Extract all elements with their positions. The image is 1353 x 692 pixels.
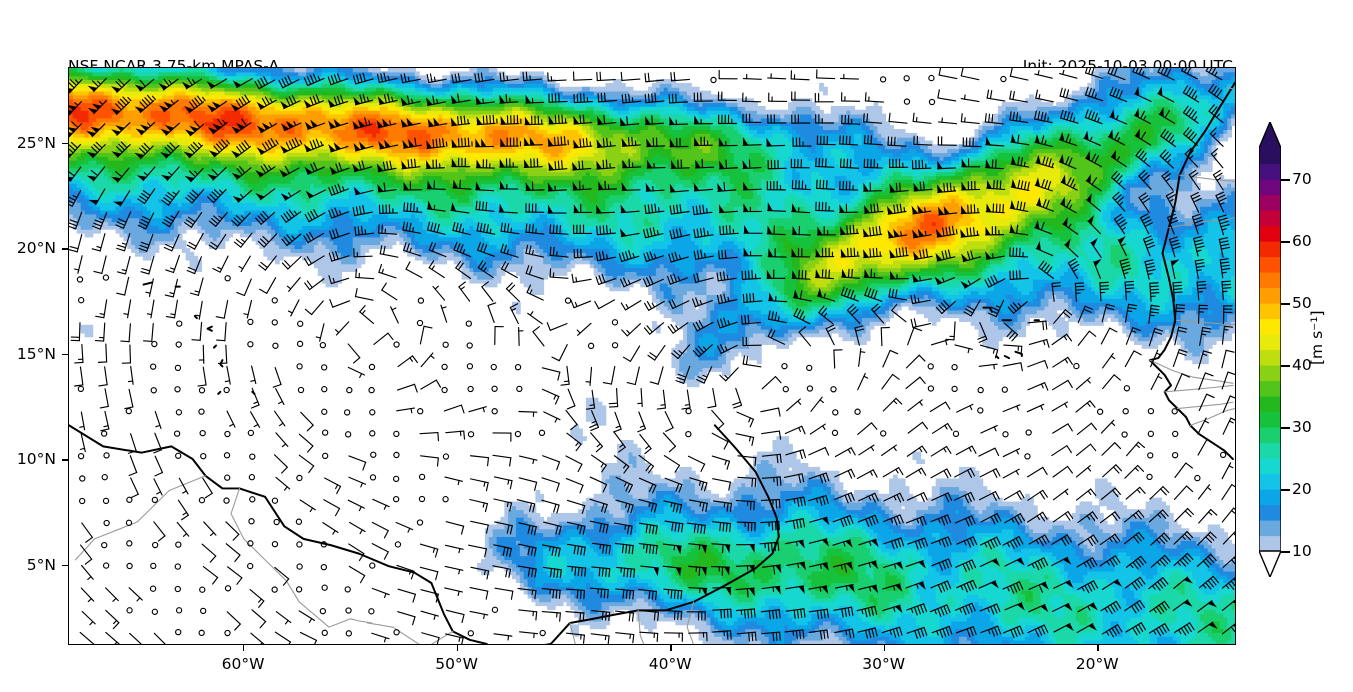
x-tick-label: 20°W <box>1075 655 1119 673</box>
x-tick-label: 40°W <box>648 655 692 673</box>
y-tick-mark <box>62 353 68 356</box>
x-tick-mark <box>456 645 458 651</box>
x-tick-mark <box>1097 645 1099 651</box>
colorbar: 10 20 30 40 50 60 70 <box>1256 122 1312 577</box>
colorbar-tick-label: 30 <box>1292 418 1312 436</box>
y-tick-label: 5°N <box>26 555 56 574</box>
y-tick-label: 15°N <box>16 344 56 363</box>
colorbar-tick-mark <box>1281 427 1290 429</box>
x-tick-mark <box>883 645 886 651</box>
colorbar-tick-mark <box>1281 365 1290 367</box>
x-tick-label: 50°W <box>435 655 479 673</box>
y-tick-mark <box>62 248 68 250</box>
y-tick-label: 20°N <box>16 239 56 258</box>
colorbar-gradient <box>1259 122 1281 577</box>
colorbar-tick-label: 50 <box>1292 294 1312 312</box>
colorbar-tick-mark <box>1281 551 1290 553</box>
x-tick-label: 30°W <box>862 655 906 673</box>
colorbar-tick-mark <box>1281 241 1290 243</box>
weather-map <box>69 68 1235 644</box>
colorbar-tick-label: 10 <box>1292 542 1312 560</box>
colorbar-tick-label: 40 <box>1292 356 1312 374</box>
colorbar-tick-mark <box>1281 179 1290 181</box>
x-tick-label: 60°W <box>221 655 265 673</box>
wind-barbs <box>69 68 1235 644</box>
y-tick-mark <box>62 459 68 461</box>
y-tick-label: 10°N <box>16 450 56 469</box>
map-plot-area <box>68 67 1236 645</box>
y-tick-mark <box>62 142 68 145</box>
colorbar-tick-label: 60 <box>1292 232 1312 250</box>
x-tick-mark <box>243 645 245 651</box>
y-tick-label: 25°N <box>16 133 56 152</box>
colorbar-tick-mark <box>1281 303 1290 305</box>
colorbar-tick-label: 70 <box>1292 170 1312 188</box>
colorbar-tick-label: 20 <box>1292 480 1312 498</box>
y-tick-mark <box>62 564 68 567</box>
colorbar-unit-label: [m s⁻¹] <box>1308 310 1326 365</box>
x-tick-mark <box>670 645 672 651</box>
colorbar-tick-mark <box>1281 489 1290 491</box>
